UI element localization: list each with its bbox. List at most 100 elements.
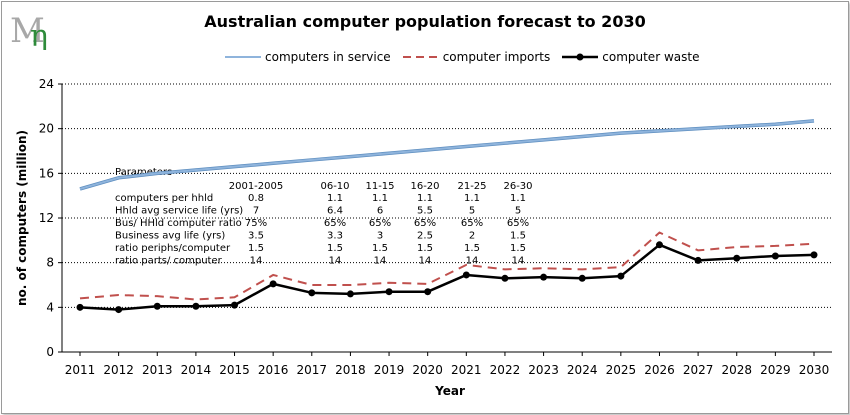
parameters-cell: 1.5	[417, 243, 433, 254]
x-tick-label: 2026	[644, 363, 675, 377]
parameters-cell: 65%	[414, 218, 436, 229]
parameters-cell: 5	[469, 206, 475, 217]
x-tick-label: 2025	[606, 363, 637, 377]
parameters-cell: 7	[253, 206, 259, 217]
x-tick-label: 2014	[181, 363, 212, 377]
legend-item-computers-in-service: computers in service	[225, 50, 391, 64]
parameters-row-label: Business avg life (yrs)	[115, 231, 225, 242]
parameters-cell: 1.1	[372, 193, 388, 204]
parameters-column-header: 11-15	[365, 181, 394, 192]
company-logo: M η	[10, 11, 48, 50]
legend-swatch-red-dashed	[402, 56, 439, 58]
parameters-cell: 65%	[324, 218, 346, 229]
series-line-computer-imports	[79, 231, 815, 301]
parameters-cell: 1.5	[372, 243, 388, 254]
chart-legend: computers in service computer imports co…	[225, 48, 711, 66]
parameters-table: Parameters 2001-2005 06-10 11-15 16-20 21-25 2…	[115, 167, 533, 267]
y-tick-label: 24	[39, 77, 54, 91]
parameters-cell: 75%	[245, 218, 267, 229]
x-tick-label: 2019	[374, 363, 405, 377]
data-point-computer-waste	[617, 272, 625, 280]
parameters-cell: 1.5	[510, 231, 526, 242]
legend-swatch-black-marker	[562, 53, 599, 61]
y-tick-label: 8	[46, 256, 54, 270]
data-point-computer-waste	[501, 274, 509, 282]
x-axis-title: Year	[434, 384, 465, 398]
y-tick-label: 12	[39, 211, 54, 225]
parameters-cell: 3	[377, 231, 383, 242]
parameters-cell: 1.5	[327, 243, 343, 254]
y-tick-label: 4	[46, 300, 54, 314]
parameters-cell: 1.5	[464, 243, 480, 254]
parameters-cell: 2	[469, 231, 475, 242]
y-tick-label: 16	[39, 166, 54, 180]
data-point-computer-waste	[231, 301, 239, 309]
series-group	[76, 119, 818, 314]
parameters-cell: 5	[515, 206, 521, 217]
x-tick-label: 2024	[567, 363, 598, 377]
x-tick-label: 2011	[65, 363, 96, 377]
data-point-computer-waste	[385, 288, 393, 296]
x-tick-label: 2012	[103, 363, 134, 377]
parameters-row-label: ratio periphs/computer	[115, 243, 231, 254]
parameters-cell: 3.3	[327, 231, 343, 242]
parameters-cell: 2.5	[417, 231, 433, 242]
x-tick-label: 2022	[490, 363, 521, 377]
parameters-column-header: 16-20	[410, 181, 439, 192]
svg-text:M: M	[10, 11, 45, 50]
parameters-cell: 5.5	[417, 206, 433, 217]
data-point-computer-waste	[578, 274, 586, 282]
gridlines	[62, 83, 832, 308]
data-point-computer-waste	[308, 289, 316, 297]
parameters-cell: 1.1	[327, 193, 343, 204]
parameters-row-label: Bus/ HHld computer ratio	[115, 218, 242, 229]
data-point-computer-waste	[540, 273, 548, 281]
legend-item-computer-imports: computer imports	[402, 50, 550, 64]
x-tick-label: 2028	[721, 363, 752, 377]
parameters-cell: 1.5	[248, 243, 264, 254]
data-point-computer-waste	[694, 256, 702, 264]
x-tick-label: 2018	[335, 363, 366, 377]
parameters-cell: 6.4	[327, 206, 343, 217]
x-tick-label: 2017	[297, 363, 328, 377]
parameters-cell: 14	[374, 256, 387, 267]
parameters-cell: 14	[329, 256, 342, 267]
parameters-column-header: 06-10	[320, 181, 349, 192]
svg-text:η: η	[30, 19, 48, 50]
data-point-computer-waste	[655, 241, 663, 249]
x-tick-label: 2015	[219, 363, 250, 377]
parameters-cell: 14	[466, 256, 479, 267]
data-point-computer-waste	[153, 302, 161, 310]
parameters-heading: Parameters	[115, 167, 172, 178]
x-tick-label: 2027	[683, 363, 714, 377]
y-tick-label: 20	[39, 122, 54, 136]
data-point-computer-waste	[76, 303, 84, 311]
x-tick-label: 2013	[142, 363, 173, 377]
series-line-computers-in-service	[79, 119, 815, 190]
data-point-computer-waste	[115, 306, 123, 314]
data-point-computer-waste	[810, 251, 818, 259]
parameters-cell: 6	[377, 206, 383, 217]
parameters-cell: 14	[419, 256, 432, 267]
parameters-row-label: ratio parts/ computer	[115, 256, 223, 267]
legend-swatch-blue-line	[225, 56, 261, 58]
y-tick-label: 0	[46, 345, 54, 359]
legend-label: computer waste	[602, 50, 700, 64]
series-line-computer-waste	[79, 243, 815, 311]
data-point-computer-waste	[462, 271, 470, 279]
data-point-computer-waste	[192, 302, 200, 310]
parameters-cell: 1.5	[510, 243, 526, 254]
x-tick-label: 2020	[412, 363, 443, 377]
data-point-computer-waste	[733, 254, 741, 262]
x-tick-label: 2021	[451, 363, 482, 377]
legend-item-computer-waste: computer waste	[562, 50, 699, 64]
x-tick-label: 2030	[799, 363, 830, 377]
legend-label: computers in service	[265, 50, 391, 64]
chart-title: Australian computer population forecast …	[204, 12, 646, 31]
data-point-computer-waste	[424, 288, 432, 296]
parameters-cell: 65%	[369, 218, 391, 229]
x-tick-label: 2016	[258, 363, 289, 377]
